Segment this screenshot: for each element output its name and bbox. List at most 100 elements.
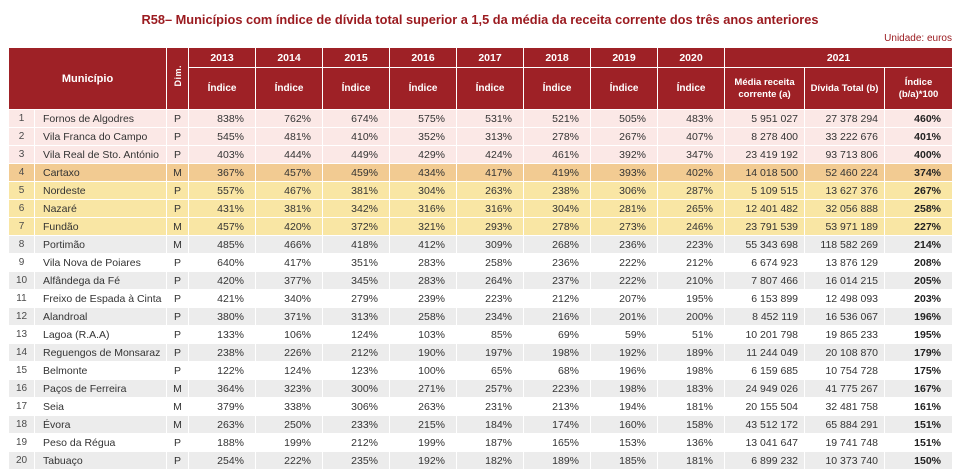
indice-2020-cell: 198% [657,361,726,380]
indice-2018-cell: 461% [523,145,592,164]
divida-total-cell: 32 056 888 [804,199,886,218]
media-receita-cell: 6 899 232 [724,451,806,470]
indice-subheader-2014: Índice [255,67,324,110]
table-row: 2 Vila Franca do Campo P 545% 481% 410% 352% 31… [8,127,954,146]
indice-2018-cell: 198% [523,343,592,362]
media-receita-cell: 23 791 539 [724,217,806,236]
table-row: 9 Vila Nova de Poiares P 640% 417% 351% 283% 25… [8,253,954,272]
dim-cell: M [166,379,190,398]
indice-2013-cell: 838% [188,109,257,128]
municipio-cell: Alfândega da Fé [33,271,168,290]
indice-2015-cell: 410% [322,127,391,146]
indice-2017-cell: 85% [456,325,525,344]
indice-2019-cell: 153% [590,433,659,452]
indice-2013-cell: 640% [188,253,257,272]
indice-2015-cell: 306% [322,397,391,416]
indice-2017-cell: 309% [456,235,525,254]
indice-2017-cell: 257% [456,379,525,398]
indice-2018-cell: 268% [523,235,592,254]
indice-subheader-2017: Índice [456,67,525,110]
row-number: 11 [8,289,35,308]
indice-2015-cell: 123% [322,361,391,380]
indice-2018-cell: 69% [523,325,592,344]
dim-cell: P [166,361,190,380]
divida-total-cell: 53 971 189 [804,217,886,236]
indice-2020-cell: 212% [657,253,726,272]
indice-2015-cell: 342% [322,199,391,218]
municipio-cell: Vila Real de Sto. António [33,145,168,164]
indice-2020-cell: 246% [657,217,726,236]
indice-ba-cell: 161% [884,397,954,416]
indice-subheader-2016: Índice [389,67,458,110]
media-receita-cell: 7 807 466 [724,271,806,290]
table-row: 20 Tabuaço P 254% 222% 235% 192% 182% 189% 185% 18… [8,451,954,470]
indice-2017-cell: 264% [456,271,525,290]
indice-2013-cell: 431% [188,199,257,218]
media-receita-cell: 6 674 923 [724,253,806,272]
indice-2013-cell: 122% [188,361,257,380]
dim-cell: P [166,307,190,326]
media-receita-cell: 8 278 400 [724,127,806,146]
year-header-2019: 2019 [590,47,659,68]
indice-2017-cell: 258% [456,253,525,272]
indice-2014-cell: 226% [255,343,324,362]
municipio-cell: Seia [33,397,168,416]
indice-2015-cell: 345% [322,271,391,290]
indice-2019-cell: 196% [590,361,659,380]
indice-2013-cell: 133% [188,325,257,344]
indice-ba-cell: 401% [884,127,954,146]
divida-total-cell: 93 713 806 [804,145,886,164]
indice-2015-cell: 418% [322,235,391,254]
row-number: 10 [8,271,35,290]
indice-2016-cell: 316% [389,199,458,218]
indice-2019-cell: 273% [590,217,659,236]
indice-ba-cell: 151% [884,415,954,434]
row-number: 16 [8,379,35,398]
row-number: 1 [8,109,35,128]
indice-ba-cell: 151% [884,433,954,452]
row-number: 3 [8,145,35,164]
indice-2016-cell: 100% [389,361,458,380]
municipio-cell: Cartaxo [33,163,168,182]
indice-2014-cell: 371% [255,307,324,326]
indice-ba-cell: 203% [884,289,954,308]
municipio-cell: Nazaré [33,199,168,218]
table-row: 6 Nazaré P 431% 381% 342% 316% 316% 304% 281% 265%… [8,199,954,218]
table-row: 7 Fundão M 457% 420% 372% 321% 293% 278% 273% 246%… [8,217,954,236]
divida-total-cell: 13 876 129 [804,253,886,272]
municipio-cell: Portimão [33,235,168,254]
indice-2017-cell: 65% [456,361,525,380]
indice-2017-cell: 231% [456,397,525,416]
year-header-2021: 2021 [724,47,954,68]
indice-ba-header: Índice (b/a)*100 [884,67,954,110]
row-number: 13 [8,325,35,344]
indice-ba-cell: 208% [884,253,954,272]
indice-2020-cell: 265% [657,199,726,218]
indice-2014-cell: 124% [255,361,324,380]
row-number: 18 [8,415,35,434]
municipio-cell: Vila Franca do Campo [33,127,168,146]
indice-2015-cell: 235% [322,451,391,470]
indice-2014-cell: 457% [255,163,324,182]
dim-cell: P [166,145,190,164]
indice-2017-cell: 293% [456,217,525,236]
indice-2018-cell: 304% [523,199,592,218]
dim-cell: P [166,325,190,344]
media-receita-header: Média receita corrente (a) [724,67,806,110]
divida-total-cell: 52 460 224 [804,163,886,182]
indice-ba-cell: 214% [884,235,954,254]
indice-2014-cell: 106% [255,325,324,344]
indice-2015-cell: 459% [322,163,391,182]
row-number: 7 [8,217,35,236]
indice-2016-cell: 412% [389,235,458,254]
table-row: 8 Portimão M 485% 466% 418% 412% 309% 268% 236% 22… [8,235,954,254]
divida-total-cell: 33 222 676 [804,127,886,146]
indice-2020-cell: 347% [657,145,726,164]
indice-2015-cell: 279% [322,289,391,308]
row-number: 4 [8,163,35,182]
indice-2019-cell: 222% [590,253,659,272]
indice-2016-cell: 239% [389,289,458,308]
indice-ba-cell: 205% [884,271,954,290]
indice-subheader-2018: Índice [523,67,592,110]
divida-total-cell: 41 775 267 [804,379,886,398]
